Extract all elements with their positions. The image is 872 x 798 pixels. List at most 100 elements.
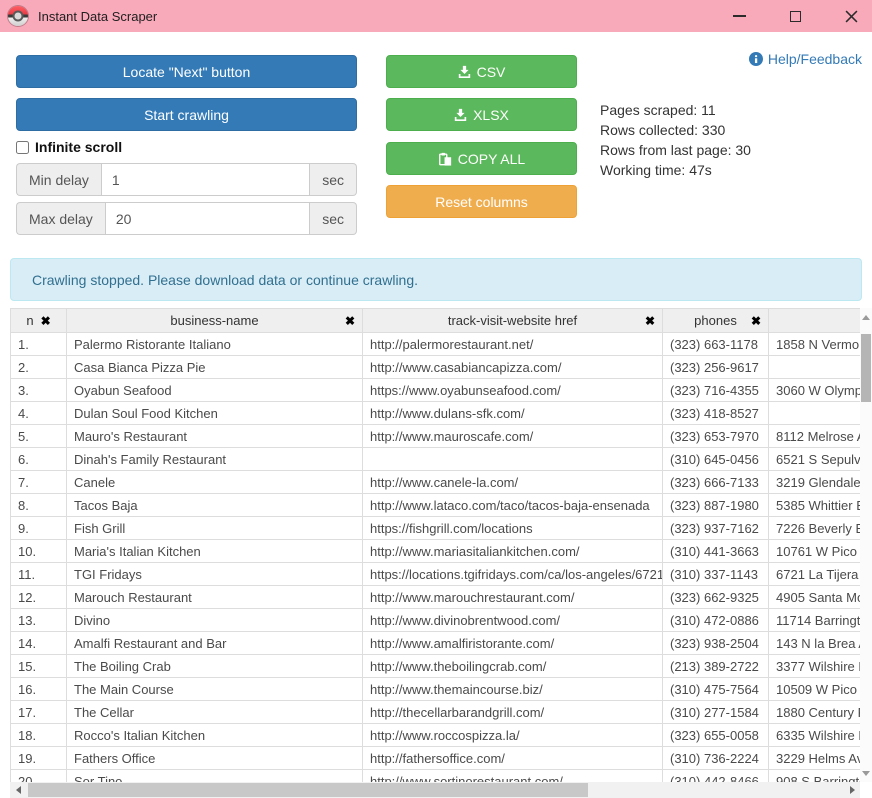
status-alert-message: Crawling stopped. Please download data o… [32, 271, 419, 288]
cell-phone: (310) 736-2224 [662, 746, 769, 770]
cell-phone: (310) 441-3663 [662, 539, 769, 563]
cell-address: 7226 Beverly Bl [768, 516, 860, 540]
cell-address: 6721 La Tijera B [768, 562, 860, 586]
cell-business-name: Dinah's Family Restaurant [66, 447, 363, 471]
vertical-scrollbar-thumb[interactable] [861, 334, 871, 402]
table-row: 15. The Boiling Crab http://www.theboili… [10, 654, 860, 678]
cell-website-href: https://www.oyabunseafood.com/ [362, 378, 663, 402]
column-header-phones: phones ✖ [662, 308, 769, 333]
cell-business-name: Oyabun Seafood [66, 378, 363, 402]
cell-website-href [362, 447, 663, 471]
infinite-scroll-checkbox[interactable] [16, 140, 29, 154]
cell-address [768, 355, 860, 379]
scroll-up-arrow-icon[interactable] [860, 310, 872, 324]
cell-address: 908 S Barringto [768, 769, 860, 782]
cell-address: 10509 W Pico B [768, 677, 860, 701]
cell-n: 7. [10, 470, 67, 494]
cell-address: 143 N la Brea A [768, 631, 860, 655]
remove-column-icon[interactable]: ✖ [644, 313, 655, 328]
cell-address: 6335 Wilshire B [768, 723, 860, 747]
cell-n: 13. [10, 608, 67, 632]
stat-pages-scraped: Pages scraped: 11 [600, 102, 716, 118]
cell-n: 4. [10, 401, 67, 425]
start-crawling-button[interactable]: Start crawling [16, 98, 357, 131]
cell-phone: (323) 655-0058 [662, 723, 769, 747]
help-feedback-link[interactable]: Help/Feedback [748, 51, 862, 67]
reset-columns-button[interactable]: Reset columns [386, 185, 577, 218]
cell-n: 18. [10, 723, 67, 747]
cell-website-href: http://www.themaincourse.biz/ [362, 677, 663, 701]
column-header-address [768, 308, 860, 333]
results-table-wrap: n ✖ business-name ✖ track-visit-website h… [10, 308, 860, 782]
remove-column-icon[interactable]: ✖ [750, 313, 761, 328]
table-body: 1. Palermo Ristorante Italiano http://pa… [10, 332, 860, 782]
csv-label: CSV [476, 63, 506, 80]
column-label: phones [694, 313, 737, 328]
cell-phone: (310) 442-8466 [662, 769, 769, 782]
cell-website-href: https://locations.tgifridays.com/ca/los-… [362, 562, 663, 586]
table-header-row: n ✖ business-name ✖ track-visit-website h… [10, 308, 860, 333]
column-label: n [26, 313, 34, 328]
cell-n: 19. [10, 746, 67, 770]
vertical-scrollbar[interactable] [860, 308, 872, 782]
results-table: n ✖ business-name ✖ track-visit-website h… [10, 308, 860, 782]
cell-website-href: http://palermorestaurant.net/ [362, 332, 663, 356]
table-row: 6. Dinah's Family Restaurant (310) 645-0… [10, 447, 860, 471]
cell-website-href: http://www.canele-la.com/ [362, 470, 663, 494]
help-feedback-label: Help/Feedback [767, 51, 862, 67]
cell-business-name: Mauro's Restaurant [66, 424, 363, 448]
download-icon [458, 65, 470, 78]
cell-business-name: Amalfi Restaurant and Bar [66, 631, 363, 655]
max-delay-unit: sec [310, 202, 357, 235]
cell-phone: (323) 653-7970 [662, 424, 769, 448]
remove-column-icon[interactable]: ✖ [40, 313, 51, 328]
min-delay-input[interactable] [100, 163, 311, 196]
cell-phone: (310) 337-1143 [662, 562, 769, 586]
remove-column-icon[interactable]: ✖ [344, 313, 355, 328]
scroll-left-arrow-icon[interactable] [10, 782, 26, 798]
xlsx-button[interactable]: XLSX [386, 98, 577, 131]
cell-n: 16. [10, 677, 67, 701]
table-row: 12. Marouch Restaurant http://www.marouc… [10, 585, 860, 609]
cell-n: 2. [10, 355, 67, 379]
cell-business-name: The Boiling Crab [66, 654, 363, 678]
cell-address: 11714 Barringto [768, 608, 860, 632]
copy-all-button[interactable]: COPY ALL [386, 142, 577, 175]
cell-business-name: Palermo Ristorante Italiano [66, 332, 363, 356]
scroll-right-arrow-icon[interactable] [844, 782, 860, 798]
min-delay-group: Min delay sec [16, 163, 357, 196]
column-label: business-name [170, 313, 259, 328]
table-row: 13. Divino http://www.divinobrentwood.co… [10, 608, 860, 632]
cell-n: 8. [10, 493, 67, 517]
cell-business-name: The Cellar [66, 700, 363, 724]
stat-working-time: Working time: 47s [600, 162, 712, 178]
max-delay-group: Max delay sec [16, 202, 357, 235]
download-icon [454, 108, 467, 121]
scroll-down-arrow-icon[interactable] [860, 766, 872, 780]
close-button[interactable] [842, 7, 860, 25]
cell-address: 3377 Wilshire B [768, 654, 860, 678]
titlebar: Instant Data Scraper [0, 0, 872, 32]
cell-address: 10761 W Pico B [768, 539, 860, 563]
maximize-button[interactable] [786, 7, 804, 25]
table-row: 8. Tacos Baja http://www.lataco.com/taco… [10, 493, 860, 517]
horizontal-scrollbar-track[interactable] [26, 782, 844, 798]
cell-n: 17. [10, 700, 67, 724]
minimize-icon [732, 15, 746, 17]
locate-next-button[interactable]: Locate "Next" button [16, 55, 357, 88]
cell-address: 6521 S Sepulved [768, 447, 860, 471]
minimize-button[interactable] [730, 7, 748, 25]
horizontal-scrollbar-thumb[interactable] [28, 783, 588, 797]
cell-phone: (310) 277-1584 [662, 700, 769, 724]
cell-business-name: Canele [66, 470, 363, 494]
csv-button[interactable]: CSV [386, 55, 577, 88]
table-row: 2. Casa Bianca Pizza Pie http://www.casa… [10, 355, 860, 379]
cell-business-name: Maria's Italian Kitchen [66, 539, 363, 563]
cell-address: 4905 Santa Mon [768, 585, 860, 609]
horizontal-scrollbar[interactable] [10, 782, 860, 798]
max-delay-input[interactable] [104, 202, 311, 235]
table-row: 17. The Cellar http://thecellarbarandgri… [10, 700, 860, 724]
cell-phone: (310) 645-0456 [662, 447, 769, 471]
cell-n: 6. [10, 447, 67, 471]
